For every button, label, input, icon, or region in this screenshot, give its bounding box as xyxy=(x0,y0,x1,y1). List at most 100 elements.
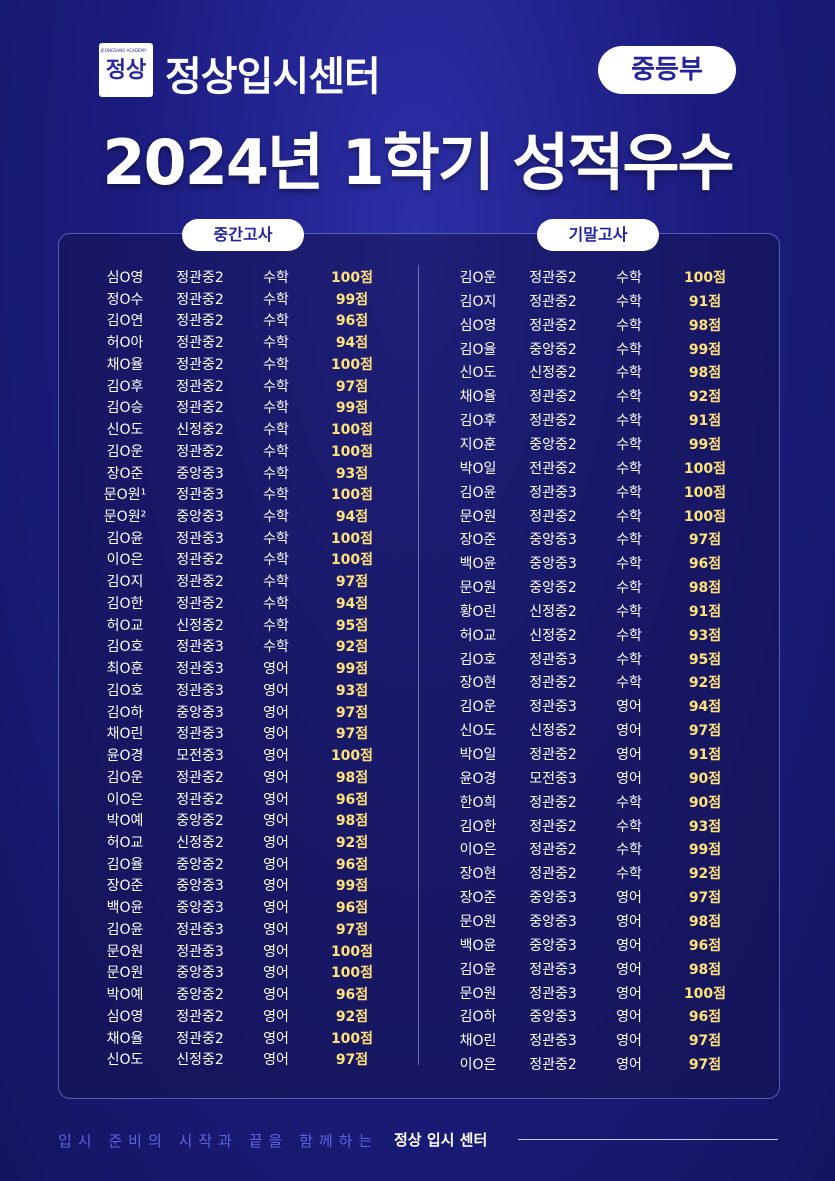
student-name: 허O교 xyxy=(106,834,144,851)
subject: 영어 xyxy=(263,748,289,765)
student-name: 정O수 xyxy=(106,291,144,308)
subject: 영어 xyxy=(616,699,642,716)
subject: 수학 xyxy=(263,595,289,612)
subject: 영어 xyxy=(263,791,289,808)
score: 98점 xyxy=(688,365,722,382)
student-name: 지O훈 xyxy=(459,436,497,453)
student-name: 김O후 xyxy=(106,378,144,395)
student-name: 신O도 xyxy=(459,365,497,382)
school: 정관중2 xyxy=(529,818,577,835)
subject: 수학 xyxy=(263,509,289,526)
subject: 수학 xyxy=(616,627,642,644)
student-name: 문O원 xyxy=(459,913,497,930)
student-name: 윤O경 xyxy=(106,748,144,765)
score: 100점 xyxy=(330,443,374,460)
score: 97점 xyxy=(335,1052,369,1069)
footer-line xyxy=(518,1139,778,1140)
subject: 영어 xyxy=(263,704,289,721)
student-name: 김O한 xyxy=(106,595,144,612)
school: 정관중2 xyxy=(176,552,224,569)
student-name: 채O율 xyxy=(106,356,144,373)
score: 96점 xyxy=(335,987,369,1004)
score: 97점 xyxy=(688,532,722,549)
student-name: 문O원 xyxy=(459,580,497,597)
school: 정관중3 xyxy=(176,921,224,938)
logo-mark: 정상 xyxy=(105,58,147,83)
score: 97점 xyxy=(335,726,369,743)
score: 94점 xyxy=(688,699,722,716)
subject: 영어 xyxy=(263,856,289,873)
school: 신정중2 xyxy=(176,834,224,851)
subject: 영어 xyxy=(263,943,289,960)
score: 93점 xyxy=(335,682,369,699)
score: 92점 xyxy=(688,675,722,692)
school: 신정중2 xyxy=(529,723,577,740)
school: 정관중3 xyxy=(176,943,224,960)
subject: 영어 xyxy=(263,661,289,678)
score: 96점 xyxy=(688,1009,722,1026)
school: 중앙중3 xyxy=(176,509,224,526)
student-name: 신O도 xyxy=(106,1052,144,1069)
school: 중앙중3 xyxy=(176,878,224,895)
footer-brand: 정상 입시 센터 xyxy=(394,1131,488,1149)
school: 정관중3 xyxy=(176,726,224,743)
score: 100점 xyxy=(683,985,727,1002)
school: 정관중2 xyxy=(529,866,577,883)
score: 100점 xyxy=(330,552,374,569)
score: 100점 xyxy=(683,484,727,501)
school: 정관중2 xyxy=(529,413,577,430)
score: 100점 xyxy=(683,460,727,477)
student-name: 최O훈 xyxy=(106,661,144,678)
school: 정관중2 xyxy=(176,270,224,286)
subject: 영어 xyxy=(263,1052,289,1069)
score: 100점 xyxy=(683,508,727,525)
score: 100점 xyxy=(330,422,374,439)
score: 91점 xyxy=(688,747,722,763)
subject: 영어 xyxy=(616,890,642,907)
subject: 수학 xyxy=(616,842,642,859)
student-name: 백O윤 xyxy=(106,900,144,917)
score: 99점 xyxy=(335,878,369,895)
student-name: 문O원 xyxy=(459,508,497,525)
score: 96점 xyxy=(688,937,722,954)
school: 전관중2 xyxy=(529,460,577,477)
student-name: 김O운 xyxy=(459,699,497,716)
subject: 영어 xyxy=(616,747,642,763)
subject: 영어 xyxy=(263,1008,289,1025)
badge: 중등부 xyxy=(598,46,736,94)
student-name: 허O교 xyxy=(459,627,497,644)
student-name: 김O율 xyxy=(459,341,497,358)
student-name: 문O원 xyxy=(106,965,144,982)
score: 93점 xyxy=(335,465,369,482)
score: 100점 xyxy=(330,356,374,373)
subject: 영어 xyxy=(616,937,642,954)
student-name: 신O도 xyxy=(106,422,144,439)
score: 100점 xyxy=(330,530,374,547)
student-name: 이O은 xyxy=(459,842,497,859)
school: 정관중2 xyxy=(176,769,224,786)
school: 정관중2 xyxy=(529,270,577,286)
score: 100점 xyxy=(330,1030,374,1047)
school: 정관중2 xyxy=(176,574,224,591)
student-name: 이O은 xyxy=(106,552,144,569)
school: 신정중2 xyxy=(529,365,577,382)
score: 95점 xyxy=(335,617,369,634)
score: 94점 xyxy=(335,509,369,526)
title: 2024년 1학기 성적우수 xyxy=(102,126,734,199)
score: 99점 xyxy=(335,291,369,308)
score: 90점 xyxy=(688,794,722,811)
subject: 수학 xyxy=(263,270,289,286)
panel xyxy=(58,233,780,1099)
subject: 수학 xyxy=(616,508,642,525)
student-name: 백O윤 xyxy=(459,937,497,954)
school: 신정중2 xyxy=(176,617,224,634)
footer-slogan: 입시 준비의 시작과 끝을 함께하는 xyxy=(58,1132,379,1150)
school: 모전중3 xyxy=(176,748,224,765)
subject: 수학 xyxy=(263,443,289,460)
subject: 수학 xyxy=(263,335,289,352)
subject: 영어 xyxy=(263,900,289,917)
school: 정관중2 xyxy=(529,675,577,692)
score: 96점 xyxy=(335,313,369,330)
school: 정관중2 xyxy=(529,508,577,525)
